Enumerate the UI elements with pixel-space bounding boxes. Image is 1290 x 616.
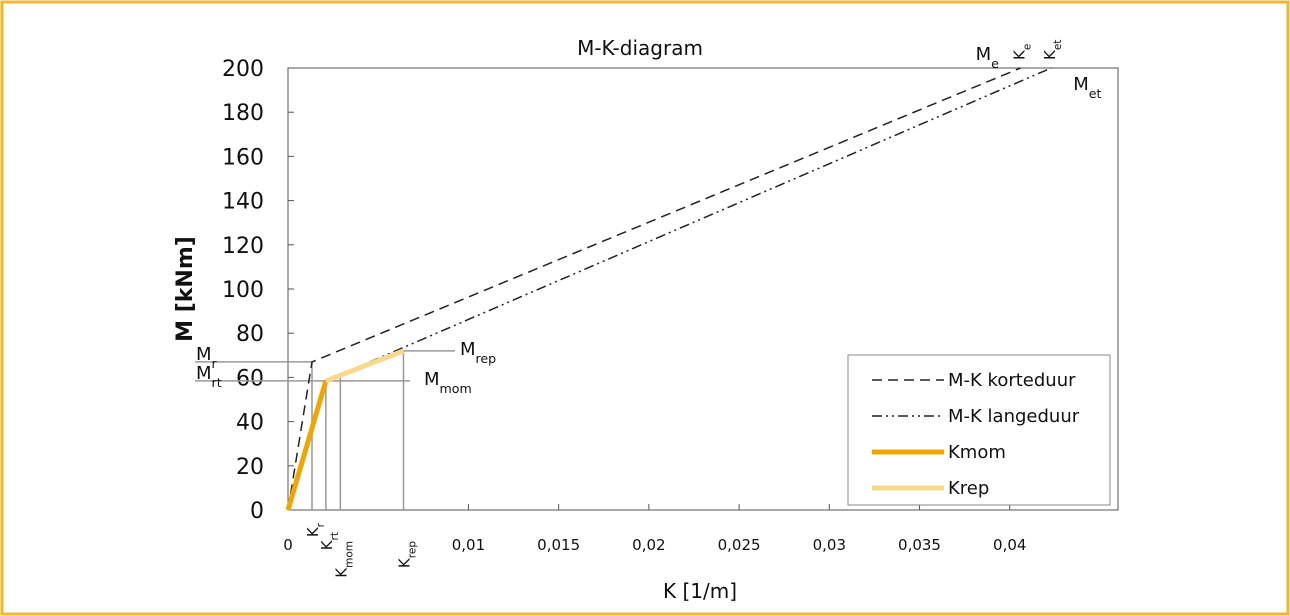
m-marker-label: Mr (196, 344, 218, 371)
end-label-main: M (976, 44, 992, 65)
y-tick-label: 80 (236, 322, 264, 347)
m-marker-label-sub: rt (212, 374, 222, 389)
k-marker-label-main: K (318, 539, 336, 550)
end-label: Ke (1011, 44, 1034, 60)
end-label-main: M (1073, 74, 1089, 95)
chart-title: M-K-diagram (577, 36, 703, 60)
m-marker-label: Mrep (460, 339, 496, 366)
k-marker-label-main: K (304, 526, 322, 537)
m-marker-label-main: M (424, 369, 440, 390)
end-label-sub: e (991, 56, 999, 71)
y-tick-label: 60 (236, 366, 264, 391)
k-marker-label: Kmom (332, 541, 355, 578)
m-marker-label-sub: rep (476, 350, 497, 365)
x-tick-label: 0,035 (898, 536, 941, 554)
legend-label: Kmom (948, 442, 1006, 463)
y-tick-label: 160 (222, 145, 264, 170)
end-label: Met (1073, 74, 1101, 101)
k-marker-label: Krep (395, 541, 418, 568)
end-label-sub: et (1052, 40, 1064, 51)
y-tick-label: 40 (236, 411, 264, 436)
y-tick-label: 120 (222, 234, 264, 259)
x-tick-label: 0,025 (718, 536, 761, 554)
series-line (285, 380, 329, 511)
x-axis-label: K [1/m] (663, 579, 737, 603)
legend-label: Krep (948, 478, 989, 499)
x-tick-label: 0,015 (537, 536, 580, 554)
y-tick-label: 200 (222, 57, 264, 82)
m-marker-label-sub: mom (440, 380, 472, 395)
x-tick-label: 0,01 (452, 536, 485, 554)
y-tick-label: 20 (236, 455, 264, 480)
k-marker-label-main: K (332, 567, 350, 578)
y-tick-label: 140 (222, 190, 264, 215)
end-label: Me (976, 44, 1000, 71)
k-marker-label-sub: mom (343, 541, 355, 568)
end-label-sub: et (1089, 86, 1102, 101)
legend-label: M-K korteduur (948, 370, 1076, 391)
y-tick-label: 180 (222, 101, 264, 126)
x-tick-label: 0,03 (813, 536, 846, 554)
m-marker-label: Mmom (424, 369, 472, 396)
end-label: Ket (1041, 40, 1064, 60)
y-axis-label: M [kNm] (173, 236, 198, 342)
k-marker-label-sub: rt (329, 532, 341, 540)
k-marker-label-main: K (395, 557, 413, 568)
m-marker-label-main: M (196, 363, 212, 384)
m-marker-label-main: M (460, 339, 476, 360)
x-tick-label: 0,04 (993, 536, 1026, 554)
end-label-main: K (1011, 49, 1029, 60)
k-marker-label-sub: r (315, 522, 327, 527)
m-marker-label-main: M (196, 344, 212, 365)
k-marker-label: Kr (304, 522, 327, 537)
series-line (287, 67, 1021, 511)
k-marker-label-sub: rep (406, 541, 418, 559)
end-label-main: K (1041, 49, 1059, 60)
y-tick-label: 0 (250, 499, 264, 524)
k-marker-label: Krt (318, 532, 341, 550)
series-line (324, 348, 405, 384)
y-tick-label: 100 (222, 278, 264, 303)
m-marker-label-sub: r (212, 355, 218, 370)
m-marker-label: Mrt (196, 363, 222, 390)
legend-label: M-K langeduur (948, 406, 1080, 427)
end-label-sub: e (1022, 44, 1034, 50)
x-tick-label: 0 (283, 536, 293, 554)
x-tick-label: 0,02 (632, 536, 665, 554)
